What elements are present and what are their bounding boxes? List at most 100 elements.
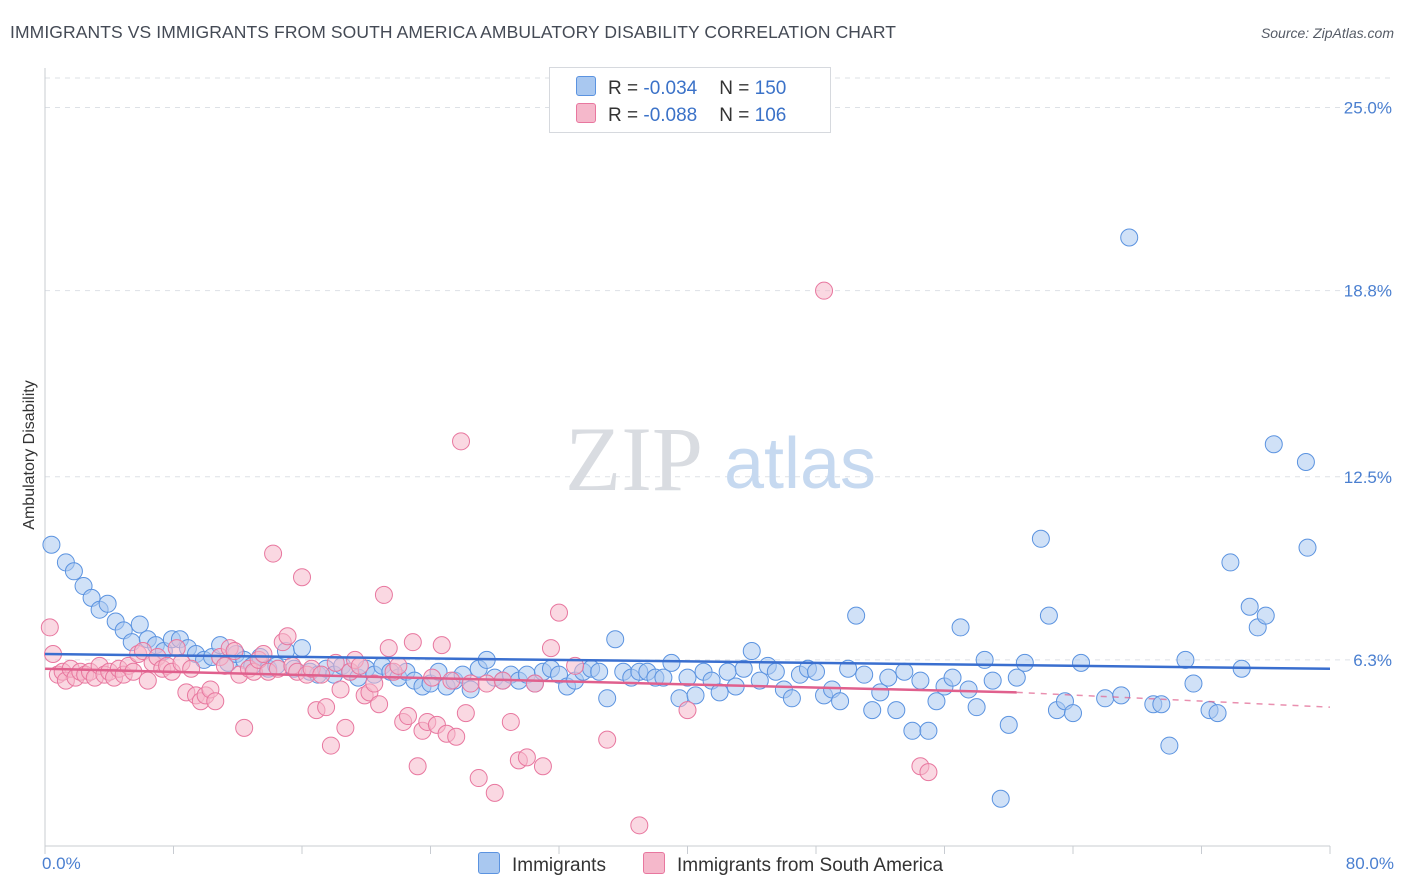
legend-r-value: -0.088 — [643, 105, 698, 126]
point-south-america — [630, 816, 649, 835]
axes — [44, 68, 1331, 854]
legend-swatch-immigrants — [576, 76, 596, 96]
bottom-legend-label: Immigrants from South America — [677, 855, 944, 876]
series-immigrants-points — [42, 228, 1317, 808]
point-immigrants — [1296, 453, 1315, 471]
point-south-america — [501, 712, 520, 731]
point-south-america — [469, 769, 488, 788]
point-south-america — [678, 701, 697, 720]
trend-extension-south-america — [1016, 691, 1331, 708]
bottom-legend-immigrants: Immigrants — [478, 852, 606, 877]
point-south-america — [442, 671, 461, 690]
point-immigrants — [662, 653, 681, 672]
bottom-legend-label: Immigrants — [512, 855, 606, 876]
point-south-america — [485, 783, 504, 802]
point-immigrants — [871, 683, 890, 702]
legend-r-value: -0.034 — [643, 78, 698, 99]
point-immigrants — [590, 662, 609, 681]
point-south-america — [456, 704, 475, 723]
point-south-america — [815, 281, 834, 300]
legend-r-label: R = — [608, 105, 644, 126]
point-immigrants — [1015, 653, 1034, 672]
point-immigrants — [959, 680, 978, 699]
point-immigrants — [919, 721, 938, 740]
point-immigrants — [1096, 689, 1115, 708]
point-immigrants — [999, 715, 1018, 734]
point-immigrants — [734, 659, 753, 678]
point-south-america — [461, 674, 480, 693]
point-immigrants — [887, 701, 906, 720]
point-immigrants — [1208, 704, 1227, 723]
trend-line-south-america — [44, 667, 1017, 694]
point-south-america — [374, 585, 393, 604]
point-immigrants — [654, 668, 673, 687]
point-south-america — [408, 757, 427, 776]
point-south-america — [399, 707, 418, 726]
trend-line-immigrants — [44, 652, 1331, 671]
point-south-america — [293, 568, 311, 587]
point-immigrants — [64, 562, 83, 581]
point-south-america — [525, 674, 544, 693]
point-south-america — [550, 603, 568, 622]
y-tick-label: 6.3% — [1353, 651, 1392, 670]
tick-labels: 6.3% 12.5% 18.8% 25.0% 0.0% 80.0% — [42, 99, 1394, 873]
point-south-america — [317, 698, 336, 717]
correlation-legend: R = -0.034 N = 150 R = -0.088 N = 106 — [549, 67, 831, 133]
point-immigrants — [903, 721, 922, 740]
point-immigrants — [130, 615, 149, 634]
bottom-legend-south-america: Immigrants from South America — [643, 852, 943, 877]
point-immigrants — [863, 701, 882, 720]
series-south-america-points — [40, 281, 938, 835]
legend-n-label: N = — [719, 105, 755, 126]
point-south-america — [254, 645, 273, 663]
point-south-america — [541, 639, 560, 658]
point-immigrants — [1160, 736, 1179, 755]
point-immigrants — [742, 642, 761, 661]
legend-n-value: 150 — [754, 78, 787, 99]
point-south-america — [566, 656, 585, 675]
point-south-america — [389, 656, 408, 675]
point-south-america — [40, 618, 59, 637]
point-south-america — [336, 718, 355, 737]
point-immigrants — [1221, 553, 1240, 572]
point-immigrants — [847, 606, 866, 625]
legend-row-south-america: R = -0.088 N = 106 — [576, 103, 786, 126]
point-immigrants — [911, 671, 930, 690]
point-south-america — [350, 656, 369, 675]
point-immigrants — [1007, 668, 1026, 687]
legend-swatch-south-america — [576, 103, 596, 123]
point-immigrants — [710, 683, 729, 702]
point-immigrants — [678, 668, 697, 687]
y-axis-label: Ambulatory Disability — [21, 380, 38, 529]
point-immigrants — [1240, 597, 1259, 616]
point-south-america — [264, 544, 283, 563]
point-south-america — [919, 763, 938, 782]
point-immigrants — [1184, 674, 1203, 693]
watermark-zip: ZIP — [565, 408, 703, 510]
point-immigrants — [718, 662, 737, 681]
point-immigrants — [686, 686, 705, 705]
point-immigrants — [927, 692, 946, 711]
point-immigrants — [895, 662, 914, 681]
point-south-america — [533, 757, 552, 776]
point-south-america — [370, 695, 389, 714]
y-tick-label: 25.0% — [1344, 99, 1392, 118]
point-immigrants — [1152, 695, 1171, 714]
x-tick-label-min: 0.0% — [42, 854, 81, 873]
legend-row-immigrants: R = -0.034 N = 150 — [576, 76, 787, 99]
point-south-america — [517, 748, 536, 767]
point-immigrants — [1298, 538, 1317, 557]
point-immigrants — [1120, 228, 1139, 247]
point-immigrants — [42, 535, 61, 554]
point-immigrants — [1072, 653, 1091, 672]
point-south-america — [365, 674, 384, 693]
point-immigrants — [98, 594, 117, 613]
legend-n-label: N = — [719, 78, 755, 99]
point-immigrants — [967, 698, 986, 717]
y-tick-label: 18.8% — [1344, 282, 1392, 301]
point-immigrants — [606, 630, 625, 649]
point-south-america — [321, 736, 340, 755]
x-tick-label-max: 80.0% — [1346, 854, 1394, 873]
point-immigrants — [598, 689, 617, 708]
